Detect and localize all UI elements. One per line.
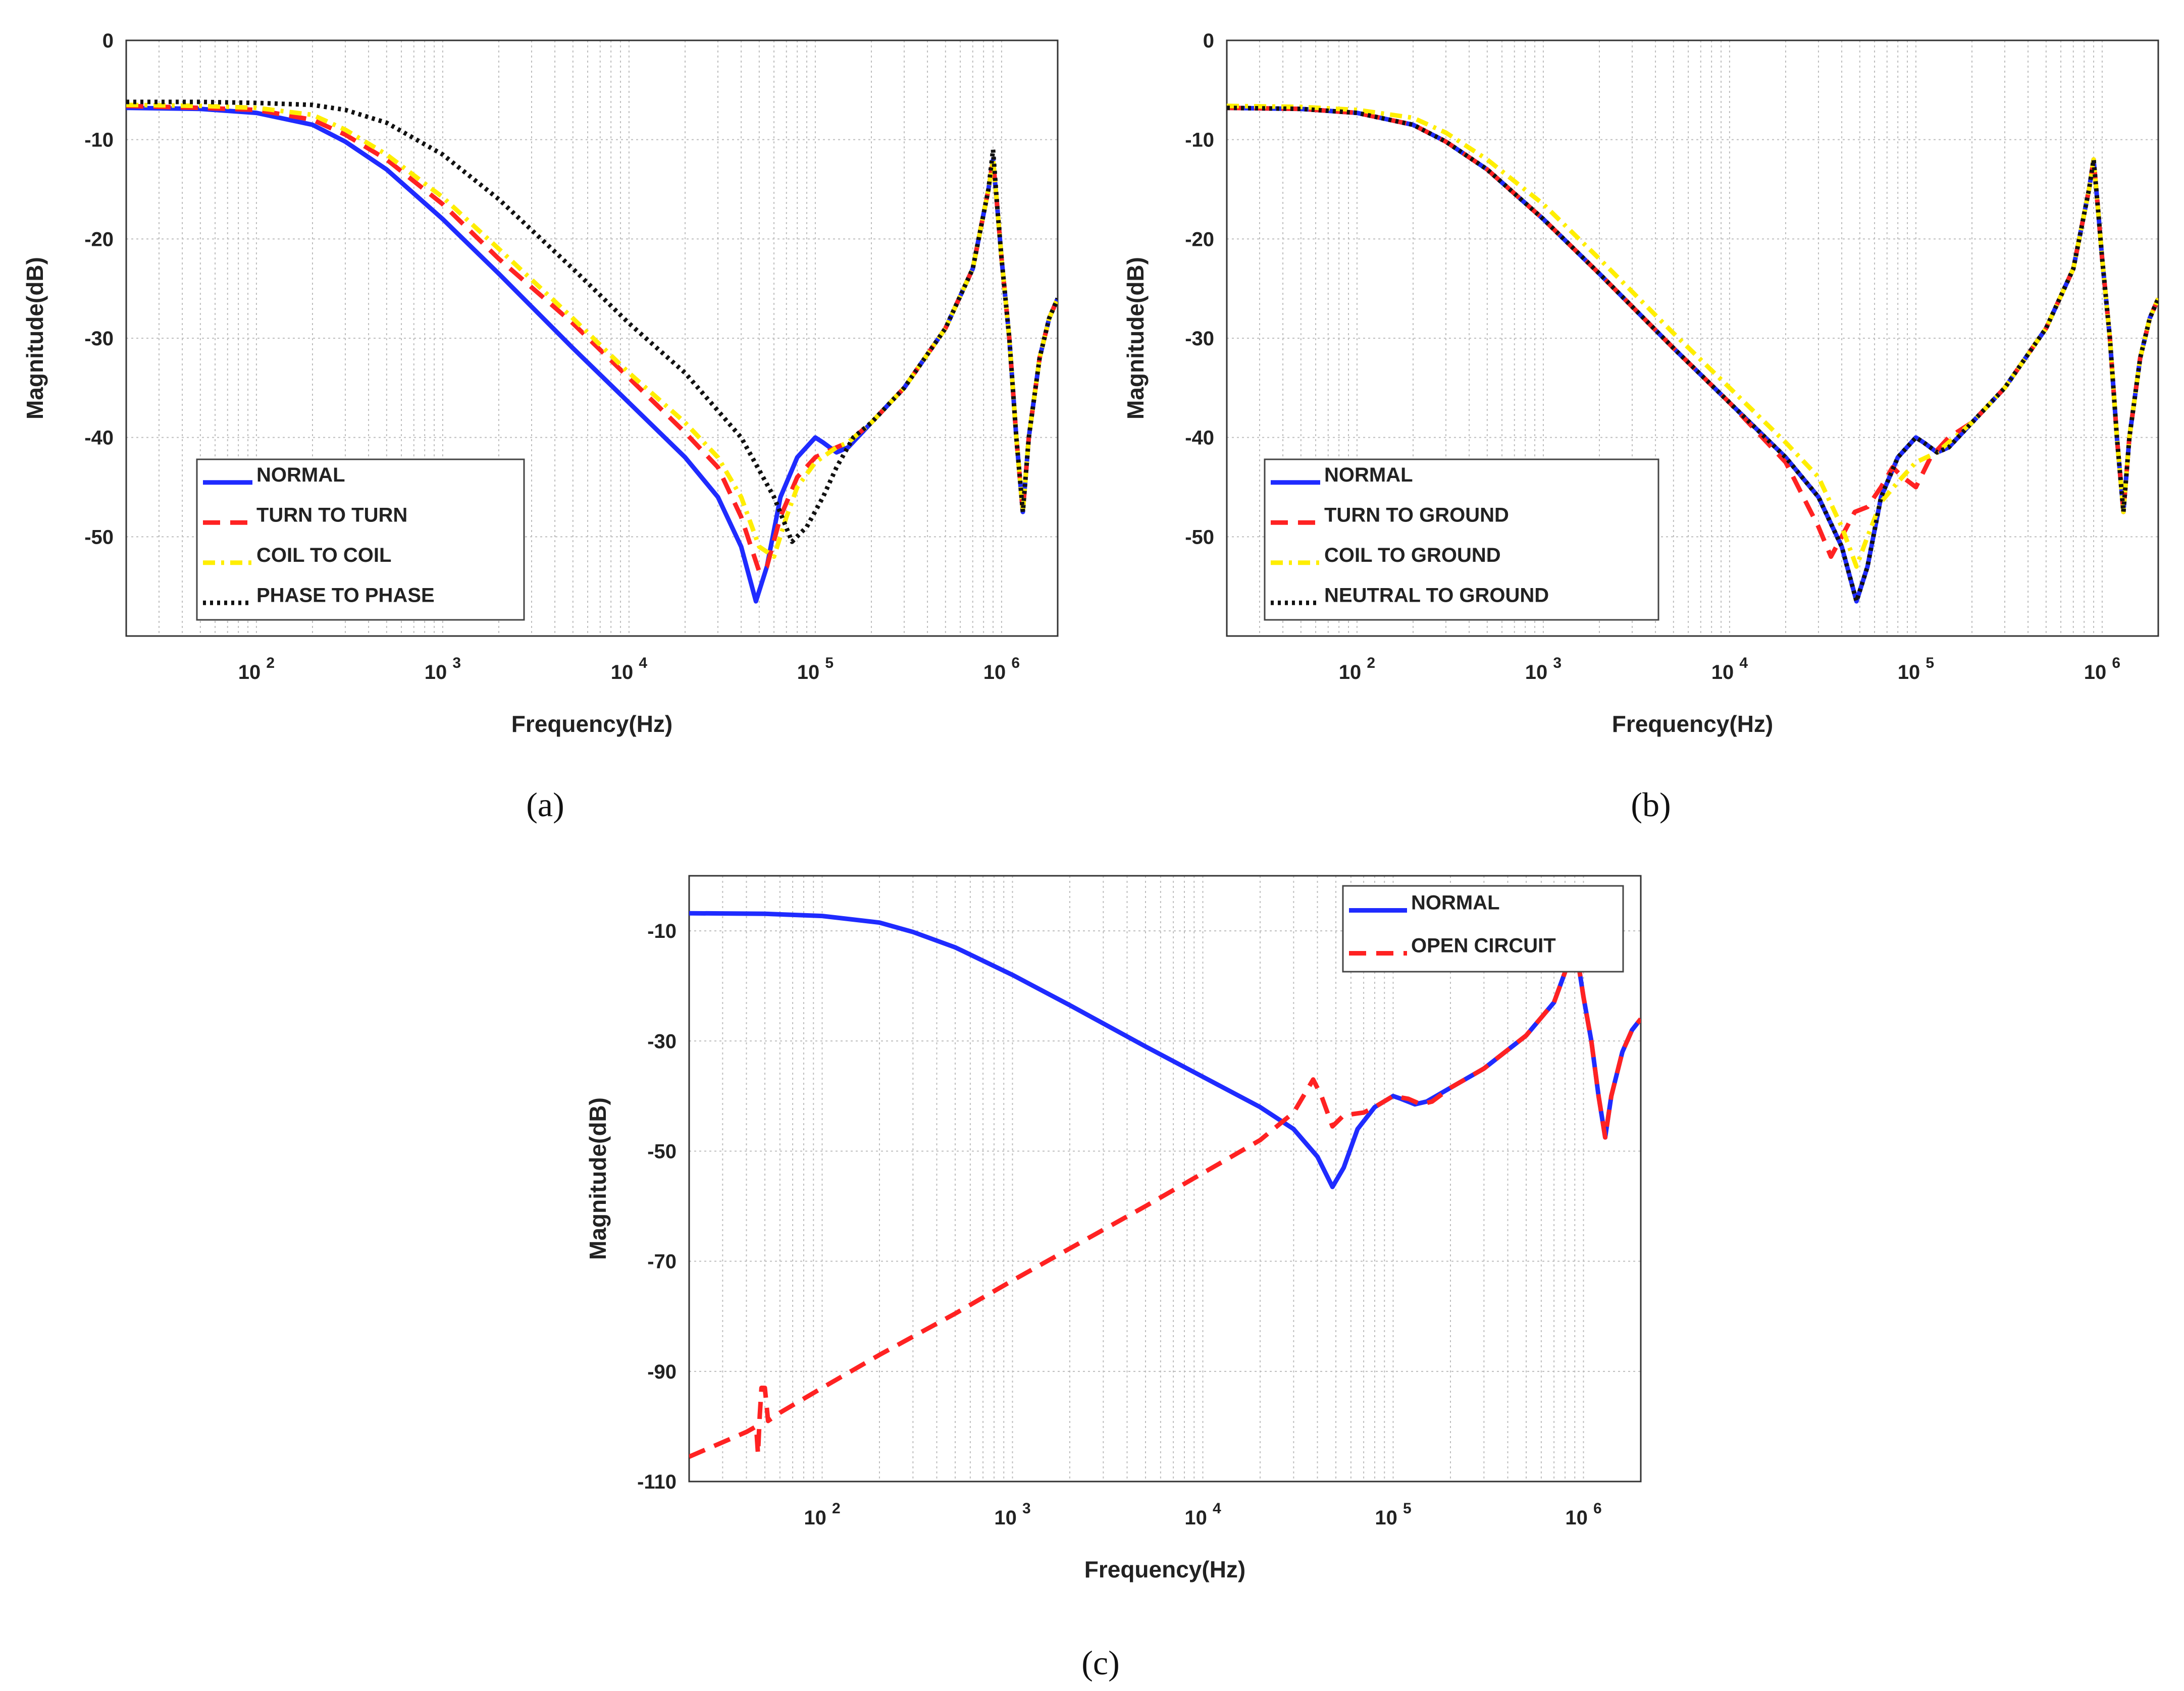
y-tick-label: -20 xyxy=(1185,228,1214,250)
x-tick-label: 10 5 xyxy=(797,655,834,683)
x-tick-label: 10 5 xyxy=(1375,1500,1411,1529)
y-tick-label: -30 xyxy=(1185,328,1214,350)
panel-label-c: (c) xyxy=(1081,1644,1120,1682)
x-tick-label: 10 4 xyxy=(611,655,648,683)
y-axis-label: Magnitude(dB) xyxy=(1122,257,1149,419)
legend-label: NEUTRAL TO GROUND xyxy=(1324,584,1549,606)
y-tick-label: -30 xyxy=(647,1030,677,1052)
x-tick-label: 10 3 xyxy=(425,655,461,683)
x-tick-label: 10 6 xyxy=(1565,1500,1601,1529)
legend-label: OPEN CIRCUIT xyxy=(1411,935,1556,957)
legend-label: NORMAL xyxy=(1324,464,1413,486)
x-tick-label: 10 2 xyxy=(238,655,275,683)
x-tick-label: 10 2 xyxy=(1339,655,1375,683)
x-tick-label: 10 2 xyxy=(804,1500,840,1529)
series-line-coil-to-ground xyxy=(1227,103,2158,569)
y-tick-label: -50 xyxy=(84,526,114,548)
chart-panel-c: -10 -30 -50 -70 -90 -110 10 2 10 3 10 4 10 5 10 6 F… xyxy=(585,875,1642,1582)
legend-label: TURN TO TURN xyxy=(256,504,407,526)
y-tick-label: -30 xyxy=(84,328,114,350)
y-tick-label: 0 xyxy=(102,30,114,52)
plot-area-frame xyxy=(688,875,1642,1483)
plot-area-frame xyxy=(1226,39,2159,637)
x-tick-label: 10 6 xyxy=(983,655,1020,683)
y-tick-label: -90 xyxy=(647,1361,677,1383)
y-tick-label: -20 xyxy=(84,228,114,250)
x-tick-label: 10 3 xyxy=(1525,655,1562,683)
legend-box xyxy=(1342,885,1624,973)
y-tick-label: -70 xyxy=(647,1251,677,1273)
x-axis-label: Frequency(Hz) xyxy=(1084,1556,1245,1582)
series-line-coil-to-coil xyxy=(126,102,1058,559)
chart-panel-a: 0 -10 -20 -30 -40 -50 10 2 10 3 10 4 10 5 10 6 Freq… xyxy=(22,30,1059,737)
y-tick-label: -10 xyxy=(84,129,114,151)
y-tick-label: 0 xyxy=(1203,30,1214,52)
chart-panel-b: 0 -10 -20 -30 -40 -50 10 2 10 3 10 4 10 5 10 6 Freq… xyxy=(1122,30,2159,737)
x-axis-label: Frequency(Hz) xyxy=(511,711,672,737)
legend: NORMAL TURN TO TURN COIL TO COIL PHASE TO P… xyxy=(196,458,525,621)
series-line-phase-to-phase xyxy=(126,99,1058,544)
legend: NORMAL OPEN CIRCUIT xyxy=(1342,885,1624,973)
y-tick-label: -10 xyxy=(647,920,677,942)
x-tick-label: 10 6 xyxy=(2084,655,2120,683)
legend-label: NORMAL xyxy=(256,464,345,486)
legend-label: COIL TO GROUND xyxy=(1324,544,1501,566)
x-tick-label: 10 3 xyxy=(994,1500,1030,1529)
x-tick-label: 10 4 xyxy=(1711,655,1748,683)
legend-label: NORMAL xyxy=(1411,892,1500,914)
x-tick-label: 10 4 xyxy=(1184,1500,1221,1529)
y-tick-label: -50 xyxy=(647,1140,677,1162)
legend-label: TURN TO GROUND xyxy=(1324,504,1509,526)
legend-box xyxy=(1264,458,1659,621)
x-tick-label: 10 5 xyxy=(1898,655,1934,683)
y-axis-label: Magnitude(dB) xyxy=(22,257,48,419)
x-axis-label: Frequency(Hz) xyxy=(1612,711,1773,737)
y-tick-label: -50 xyxy=(1185,526,1214,548)
panel-label-b: (b) xyxy=(1631,785,1671,824)
y-tick-label: -40 xyxy=(84,427,114,449)
series-line-neutral-to-ground xyxy=(1227,105,2158,604)
y-tick-label: -110 xyxy=(637,1471,677,1493)
y-tick-label: -40 xyxy=(1185,427,1214,449)
series-line-open-circuit xyxy=(689,939,1641,1459)
panel-label-a: (a) xyxy=(526,785,564,824)
legend-label: PHASE TO PHASE xyxy=(256,584,435,606)
legend-label: COIL TO COIL xyxy=(256,544,391,566)
plot-area-frame xyxy=(125,39,1059,637)
y-tick-label: -10 xyxy=(1185,129,1214,151)
legend: NORMAL TURN TO GROUND COIL TO GROUND NEUTRA… xyxy=(1264,458,1659,621)
legend-box xyxy=(196,458,525,621)
y-axis-label: Magnitude(dB) xyxy=(585,1097,611,1260)
